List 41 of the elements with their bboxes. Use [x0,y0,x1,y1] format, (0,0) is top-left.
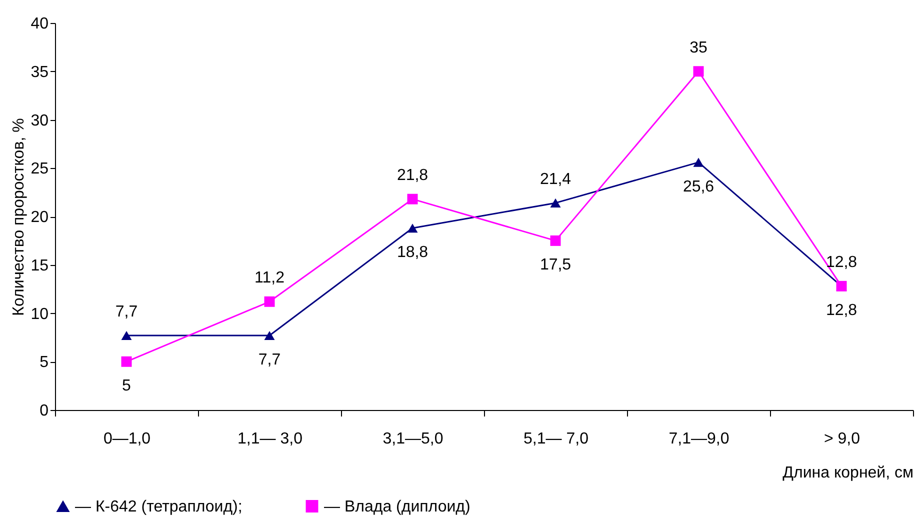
point [264,296,275,307]
point [550,235,561,246]
x-axis-title: Длина корней, см [782,464,914,482]
data-label: 17,5 [540,256,572,274]
y-tick-label: 30 [30,112,49,130]
y-tick-label: 40 [30,16,49,32]
point [407,224,418,233]
y-tick-label: 15 [30,257,49,274]
y-tick-label: 0 [40,402,49,420]
x-tick-label: 5,1— 7,0 [524,430,589,448]
x-tick-label: 7,1—9,0 [668,430,730,448]
data-label: 21,8 [396,167,428,184]
point [121,330,132,340]
point [407,194,418,204]
y-tick-label: 25 [30,160,49,178]
data-label: 5 [122,378,132,395]
y-tick-label: 35 [30,64,49,81]
data-label: 25,6 [682,178,714,196]
data-label: 11,2 [254,270,285,287]
y-axis-title: Количество проростков, % [10,118,28,316]
point [550,198,561,208]
data-label: 12,8 [826,302,858,320]
data-label: 7,7 [115,304,138,321]
data-label: 21,4 [540,170,572,188]
data-label: 7,7 [258,352,281,369]
x-tick-label: > 9,0 [824,430,860,448]
x-tick-label: 1,1— 3,0 [238,430,303,448]
y-tick-label: 5 [40,354,49,372]
x-tick-label: 0—1,0 [103,430,151,448]
y-tick-label: 10 [30,306,49,323]
data-label: 35 [690,39,708,56]
data-label: 12,8 [826,254,858,272]
legend-label: — К-642 (тетраплоид); [75,498,242,516]
point [693,158,704,167]
point [121,356,132,367]
point [264,330,275,340]
y-tick-label: 20 [30,209,49,226]
data-label: 18,8 [396,244,428,262]
point [693,66,704,77]
x-tick-label: 3,1—5,0 [382,430,444,448]
legend-label: — Влада (диплоид) [324,498,470,516]
